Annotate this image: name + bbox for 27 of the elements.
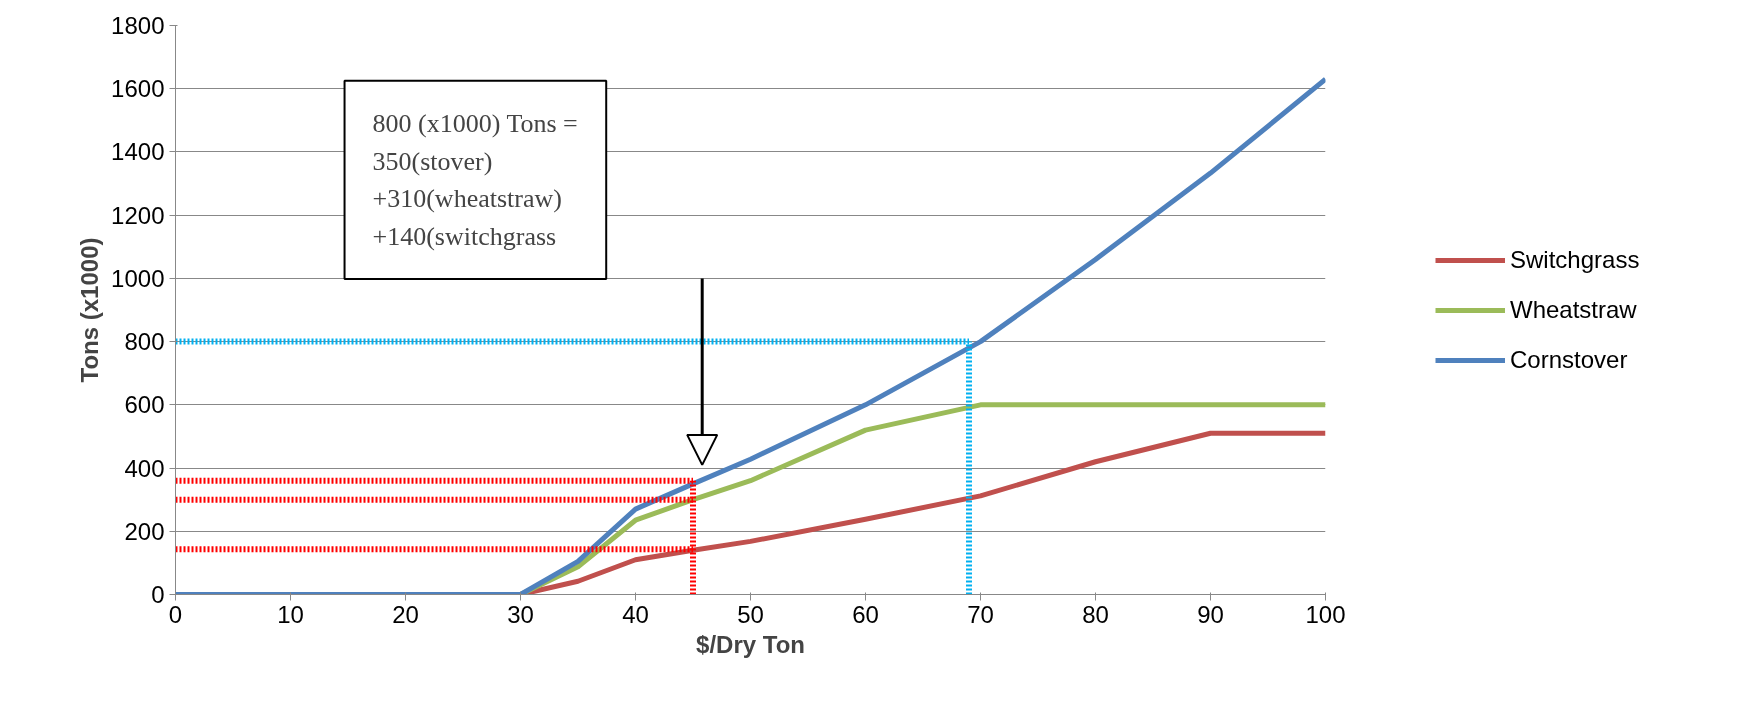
y-tick-label: 1000	[111, 264, 165, 292]
annotation: 800 (x1000) Tons = 350(stover) +310(wheatstraw) +140(switchgrass	[372, 108, 578, 251]
y-tick-label: 200	[124, 517, 165, 545]
y-tick-label: 1400	[111, 138, 165, 166]
y-tick-label: 400	[124, 454, 165, 482]
y-tick-label: 1600	[111, 75, 165, 103]
y-tick-label: 800	[124, 328, 165, 356]
x-axis-title: $/Dry Ton	[696, 630, 805, 658]
x-tick-label: 70	[967, 600, 994, 628]
x-tick-label: 60	[852, 600, 879, 628]
y-tick-label: 1200	[111, 201, 165, 229]
legend-label: Wheatstraw	[1510, 295, 1637, 324]
x-tick-label: 80	[1082, 600, 1109, 628]
legend-label: Switchgrass	[1510, 245, 1640, 274]
y-tick-label: 1800	[111, 12, 165, 39]
x-tick-label: 100	[1305, 600, 1346, 628]
x-tick-label: 20	[392, 600, 419, 628]
x-tick-label: 0	[168, 600, 183, 628]
y-tick-label: 600	[124, 391, 165, 419]
y-axis-title: Tons (x1000)	[76, 237, 104, 383]
y-tick-label: 0	[151, 581, 165, 608]
x-tick-label: 30	[507, 600, 534, 628]
x-tick-label: 50	[737, 600, 764, 628]
x-tick-label: 90	[1197, 600, 1224, 628]
legend-label: Cornstover	[1510, 345, 1628, 374]
x-tick-label: 10	[277, 600, 304, 628]
x-tick-label: 40	[622, 600, 649, 628]
